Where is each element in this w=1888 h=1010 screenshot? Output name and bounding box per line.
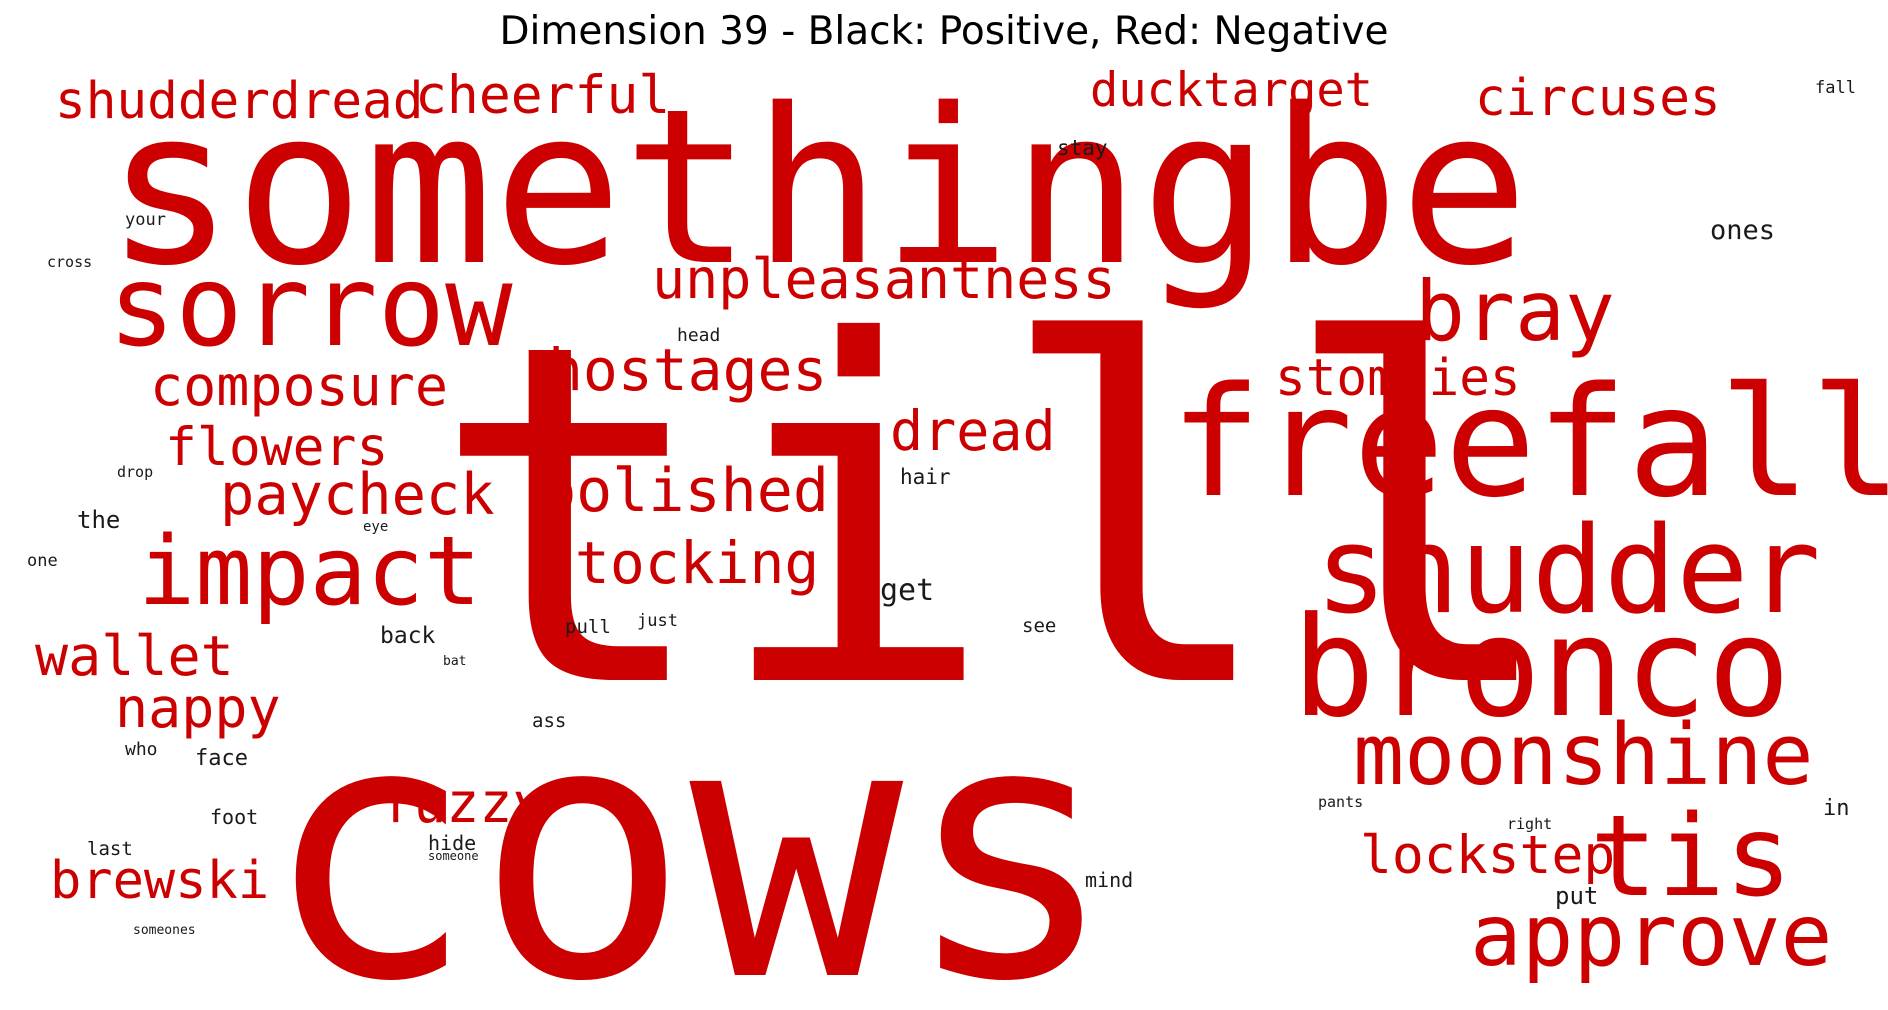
- word-bronco: bronco: [1292, 587, 1791, 748]
- word-shudder: shudder: [1315, 502, 1821, 641]
- word-head: head: [677, 325, 720, 346]
- word-hair: hair: [900, 465, 951, 489]
- word-wallet: wallet: [35, 624, 234, 688]
- word-freefall: freefall: [1170, 354, 1888, 531]
- word-stay: stay: [1057, 136, 1108, 160]
- word-who: who: [125, 739, 158, 760]
- word-ones: ones: [1710, 215, 1775, 246]
- word-drop: drop: [117, 463, 153, 481]
- word-tis: tis: [1590, 792, 1792, 922]
- figure-title: Dimension 39 - Black: Positive, Red: Neg…: [499, 9, 1389, 54]
- word-get: get: [880, 573, 934, 608]
- word-right: right: [1507, 815, 1552, 833]
- word-pull: pull: [565, 616, 611, 638]
- word-somethingbe: somethingbe: [105, 62, 1529, 313]
- word-composure: composure: [150, 354, 448, 418]
- word-foot: foot: [210, 805, 258, 829]
- word-in: in: [1823, 796, 1850, 821]
- word-cows: cows: [262, 645, 1117, 1010]
- word-face: face: [195, 746, 248, 771]
- word-the: the: [77, 506, 120, 534]
- word-last: last: [87, 838, 133, 860]
- word-fall: fall: [1815, 78, 1856, 98]
- word-dread: dread: [890, 399, 1056, 463]
- word-put: put: [1555, 882, 1598, 910]
- word-bray: bray: [1415, 263, 1615, 360]
- word-impact: impact: [138, 517, 481, 627]
- word-just: just: [637, 611, 678, 631]
- word-brewski: brewski: [50, 851, 269, 911]
- word-ducktarget: ducktarget: [1090, 63, 1373, 118]
- word-bat: bat: [443, 654, 466, 669]
- word-nappy: nappy: [115, 676, 281, 740]
- word-stocking: stocking: [540, 529, 819, 597]
- word-circuses: circuses: [1475, 69, 1721, 128]
- word-see: see: [1022, 615, 1056, 637]
- word-till: till: [430, 244, 1562, 791]
- word-hide: hide: [428, 831, 476, 855]
- word-your: your: [125, 210, 166, 230]
- word-unpleasantness: unpleasantness: [652, 247, 1116, 311]
- word-sorrow: sorrow: [108, 242, 513, 372]
- word-lockstep: lockstep: [1360, 825, 1615, 886]
- word-moonshine: moonshine: [1353, 706, 1814, 805]
- word-flowers: flowers: [165, 417, 388, 478]
- word-someone: someone: [428, 849, 479, 863]
- word-paycheck: paycheck: [220, 462, 495, 528]
- word-fuzzy: fuzzy: [380, 771, 546, 835]
- word-someones: someones: [133, 923, 196, 938]
- word-back: back: [380, 623, 436, 649]
- word-approve: approve: [1470, 886, 1832, 986]
- word-eye: eye: [363, 519, 388, 535]
- word-ass: ass: [532, 710, 566, 732]
- word-cheerful: cheerful: [415, 65, 670, 126]
- word-hostages: hostages: [548, 336, 827, 404]
- word-pants: pants: [1318, 793, 1363, 811]
- word-mind: mind: [1085, 868, 1133, 892]
- word-one: one: [27, 551, 58, 571]
- word-polished: polished: [540, 456, 829, 526]
- word-stompies: stompies: [1275, 349, 1521, 408]
- word-cross: cross: [47, 253, 92, 271]
- word-shudderdread: shudderdread: [55, 72, 423, 131]
